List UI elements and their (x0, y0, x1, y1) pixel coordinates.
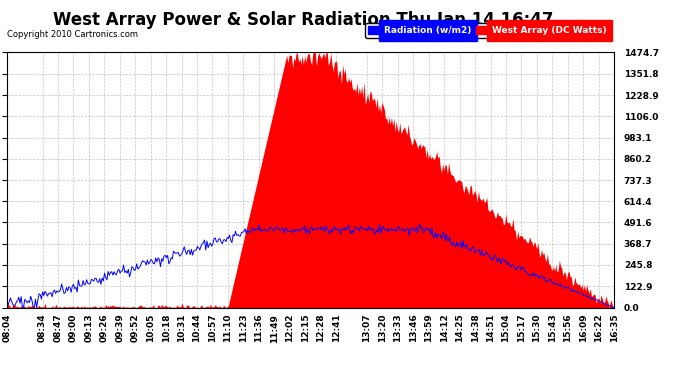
Legend: Radiation (w/m2), West Array (DC Watts): Radiation (w/m2), West Array (DC Watts) (365, 23, 609, 38)
Text: West Array Power & Solar Radiation Thu Jan 14 16:47: West Array Power & Solar Radiation Thu J… (53, 11, 554, 29)
Text: Copyright 2010 Cartronics.com: Copyright 2010 Cartronics.com (7, 30, 138, 39)
